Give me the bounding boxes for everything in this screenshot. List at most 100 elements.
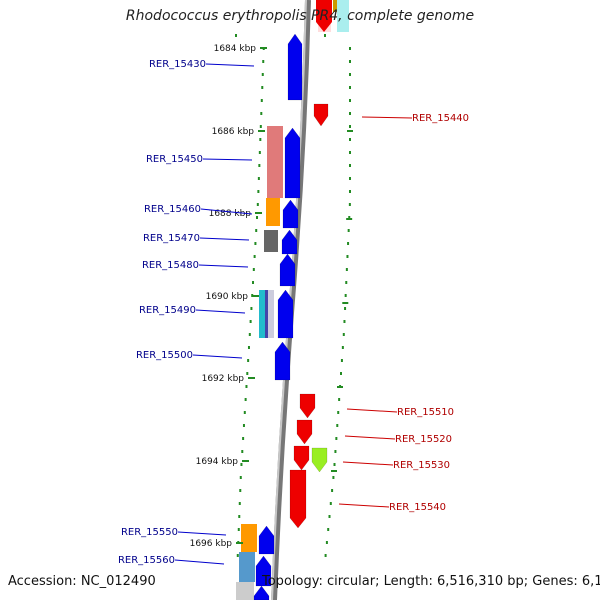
cog-block [241, 524, 257, 552]
gene-arrow[interactable] [277, 289, 294, 339]
kbp-tick-mark [255, 212, 262, 214]
tick-minor [346, 218, 353, 220]
gene-arrow[interactable] [289, 469, 307, 529]
tick-dot [347, 242, 350, 245]
tick-dot [248, 333, 251, 336]
gene-label[interactable]: RER_15510 [397, 407, 454, 418]
topology-text: Topology: circular; Length: 6,516,310 bp… [262, 574, 600, 589]
accession-text: Accession: NC_012490 [8, 574, 156, 589]
tick-dot [255, 229, 258, 232]
gene-arrow[interactable] [313, 103, 329, 127]
gene-label[interactable]: RER_15500 [136, 350, 193, 361]
tick-dot [239, 489, 242, 492]
gene-label[interactable]: RER_15450 [146, 154, 203, 165]
gene-label[interactable]: RER_15520 [395, 434, 452, 445]
gene-label-line [205, 63, 255, 67]
tick-dot [349, 60, 351, 63]
tick-dot [348, 203, 351, 206]
tick-dot [259, 138, 262, 141]
gene-label-line [342, 461, 394, 466]
tick-dot [349, 73, 351, 76]
kbp-tick-mark [242, 460, 249, 462]
tick-dot [349, 190, 351, 193]
gene-arrow[interactable] [284, 127, 301, 199]
tick-dot [341, 346, 344, 349]
tick-dot [347, 229, 350, 232]
gene-label-line [177, 531, 227, 536]
cog-block [239, 552, 255, 582]
gene-label[interactable]: RER_15440 [412, 113, 469, 124]
tick-dot [239, 476, 242, 479]
tick-dot [349, 86, 351, 89]
kbp-tick-mark [258, 130, 265, 132]
gene-arrow[interactable] [311, 447, 328, 473]
kbp-tick-label: 1688 kbp [209, 209, 252, 219]
kbp-tick-label: 1694 kbp [196, 457, 239, 467]
tick-dot [349, 47, 351, 50]
tick-dot [349, 177, 351, 180]
kbp-tick-label: 1692 kbp [202, 374, 245, 384]
gene-arrow[interactable] [299, 393, 316, 419]
gene-label[interactable]: RER_15460 [144, 204, 201, 215]
tick-dot [252, 281, 255, 284]
gene-arrow[interactable] [281, 229, 298, 255]
kbp-tick-label: 1684 kbp [214, 44, 257, 54]
tick-dot [349, 151, 351, 154]
tick-dot [340, 372, 342, 375]
gene-arrow[interactable] [279, 253, 296, 287]
tick-dot [240, 463, 243, 466]
tick-dot [336, 424, 339, 427]
gene-arrow[interactable] [274, 341, 291, 381]
gene-arrow[interactable] [253, 585, 270, 600]
gene-arrows [253, 0, 332, 600]
tick-dot [345, 268, 348, 271]
gene-label[interactable]: RER_15470 [143, 233, 200, 244]
gene-arrow[interactable] [296, 419, 313, 445]
gene-arrow[interactable] [316, 0, 332, 32]
tick-dot [236, 554, 239, 557]
tick-dot [250, 307, 253, 310]
tick-minor [337, 386, 343, 388]
tick-dot [242, 424, 245, 427]
gene-label[interactable]: RER_15540 [389, 502, 446, 513]
gene-label[interactable]: RER_15530 [393, 460, 450, 471]
tick-dot [332, 476, 335, 479]
tick-dot [254, 242, 257, 245]
gene-label[interactable]: RER_15480 [142, 260, 199, 271]
tick-dot [244, 398, 247, 401]
gene-arrow[interactable] [255, 555, 272, 587]
gene-label[interactable]: RER_15430 [149, 59, 206, 70]
tick-dot [349, 138, 351, 141]
cog-block [268, 290, 274, 338]
gene-arrow[interactable] [293, 445, 310, 471]
tick-dot [349, 112, 351, 115]
gene-arrow[interactable] [287, 33, 303, 101]
tick-dot [249, 320, 252, 323]
tick-dot [262, 60, 265, 63]
tick-dot [238, 502, 241, 505]
gene-label[interactable]: RER_15560 [118, 555, 175, 566]
gene-label-line [192, 354, 243, 359]
tick-dot [238, 515, 241, 518]
tick-dot [242, 437, 245, 440]
page-title: Rhodococcus erythropolis PR4, complete g… [125, 8, 475, 24]
gene-label-line [202, 158, 253, 161]
kbp-tick-label: 1696 kbp [190, 539, 233, 549]
kbp-tick-mark [260, 47, 267, 49]
gene-label-line [344, 435, 396, 440]
cog-block [266, 198, 280, 226]
tick-dot [348, 216, 351, 219]
tick-dot [334, 450, 337, 453]
cog-block [265, 290, 268, 338]
gene-label[interactable]: RER_15490 [139, 305, 196, 316]
tick-dot [349, 99, 351, 102]
gene-label[interactable]: RER_15550 [121, 527, 178, 538]
gene-label-line [361, 116, 413, 119]
tick-dot [253, 255, 256, 258]
tick-dot [344, 294, 347, 297]
gene-arrow[interactable] [258, 525, 275, 555]
gene-arrow[interactable] [282, 199, 299, 229]
tick-dot [340, 359, 343, 362]
tick-dot [237, 528, 240, 531]
